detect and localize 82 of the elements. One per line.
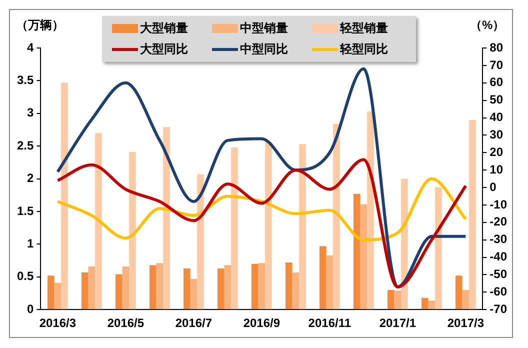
y2-tick-label: 0 — [490, 180, 497, 194]
y2-tick-label: -10 — [490, 197, 508, 212]
legend-label: 轻型同比 — [340, 41, 388, 58]
y-tick-label: 1.5 — [16, 204, 34, 218]
bar — [333, 124, 340, 310]
bar — [360, 204, 368, 310]
y2-tick-label: 60 — [490, 75, 504, 90]
y-axis-title: （万辆） — [16, 17, 64, 34]
bar — [462, 290, 470, 310]
y2-axis-title: （%） — [470, 17, 505, 34]
bar — [401, 178, 408, 310]
bar — [122, 266, 130, 310]
bar — [115, 274, 122, 310]
bar — [435, 187, 442, 310]
y-tick-label: 0.5 — [16, 269, 34, 284]
y2-tick-label: -60 — [490, 284, 508, 298]
bar — [190, 278, 198, 310]
x-tick-label: 2016/3 — [39, 316, 76, 330]
y2-tick-label: -50 — [490, 267, 508, 282]
legend-label: 轻型销量 — [340, 20, 388, 37]
legend-label: 中型销量 — [240, 20, 288, 37]
bar — [353, 194, 360, 310]
legend-label: 中型同比 — [240, 41, 288, 58]
line-series — [56, 177, 468, 242]
bar — [217, 268, 224, 310]
y-tick-label: 2 — [26, 171, 34, 186]
bar — [319, 246, 326, 310]
y2-tick-label: -70 — [490, 302, 508, 316]
bar — [224, 265, 232, 310]
bar — [54, 282, 62, 310]
bar — [421, 298, 428, 310]
bar — [156, 263, 164, 310]
bar — [258, 263, 266, 310]
bar — [61, 82, 68, 310]
y2-tick-label: -30 — [490, 232, 508, 246]
bar — [88, 266, 96, 310]
y2-tick-label: 40 — [490, 110, 504, 124]
bar — [95, 133, 102, 310]
bar — [387, 290, 394, 310]
y2-tick-label: 20 — [490, 144, 504, 159]
bar — [183, 268, 190, 310]
bar — [367, 111, 374, 310]
y-tick-label: 0 — [26, 302, 34, 316]
y-tick-label: 4 — [26, 40, 34, 54]
y2-tick-label: 80 — [490, 40, 504, 54]
bar — [455, 276, 462, 310]
bar — [469, 120, 476, 310]
bar — [251, 264, 258, 310]
x-tick-label: 2017/3 — [447, 316, 484, 330]
bar — [326, 255, 334, 310]
bar — [129, 152, 136, 310]
y-tick-label: 1 — [26, 236, 34, 251]
y-tick-label: 3.5 — [16, 73, 34, 88]
y2-tick-label: -40 — [490, 250, 508, 264]
bar — [299, 144, 306, 310]
y2-tick-label: 70 — [490, 58, 504, 72]
bar — [292, 272, 300, 310]
y2-tick-label: 30 — [490, 128, 504, 142]
x-tick-label: 2016/7 — [175, 316, 212, 330]
bar — [149, 265, 156, 310]
legend-label: 大型销量 — [140, 20, 188, 37]
y2-tick-label: 10 — [490, 162, 504, 176]
line-series — [56, 158, 468, 288]
x-tick-label: 2016/9 — [243, 316, 280, 330]
y2-tick-label: -20 — [490, 214, 508, 229]
y-tick-label: 2.5 — [16, 138, 34, 152]
bar — [197, 174, 204, 310]
legend-label: 大型同比 — [140, 41, 188, 58]
line-series — [56, 67, 468, 288]
bar — [428, 300, 436, 310]
y2-tick-label: 50 — [490, 92, 504, 107]
bar — [285, 262, 292, 310]
bar — [394, 290, 402, 310]
bar — [47, 276, 54, 310]
bar — [81, 272, 88, 310]
bar — [265, 142, 272, 310]
bar — [163, 127, 170, 310]
x-tick-label: 2016/11 — [308, 316, 352, 330]
bar — [231, 147, 238, 310]
y-tick-label: 3 — [26, 106, 34, 120]
x-tick-label: 2017/1 — [379, 316, 416, 330]
x-tick-label: 2016/5 — [107, 316, 144, 330]
